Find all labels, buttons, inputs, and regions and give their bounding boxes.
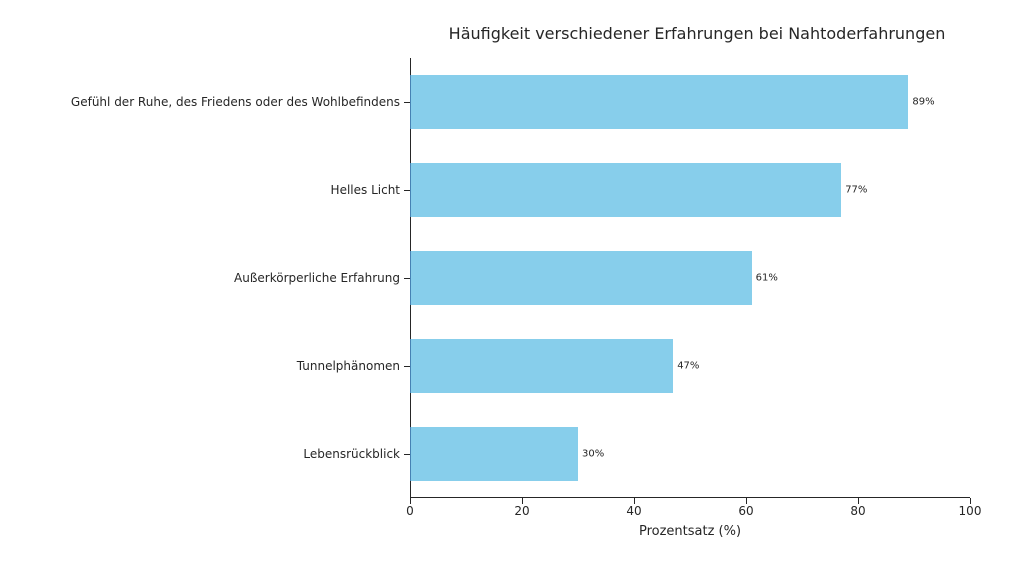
y-tick-label: Helles Licht: [331, 183, 400, 197]
y-tick-label: Gefühl der Ruhe, des Friedens oder des W…: [71, 95, 400, 109]
bar: [410, 339, 673, 394]
bar: [410, 163, 841, 218]
x-axis-spine: [410, 497, 970, 498]
bar: [410, 75, 908, 130]
x-tick-label: 20: [514, 504, 529, 518]
x-tick-label: 40: [626, 504, 641, 518]
bar: [410, 251, 752, 306]
x-tick-label: 60: [738, 504, 753, 518]
y-tick-label: Tunnelphänomen: [297, 359, 400, 373]
x-tick-label: 80: [850, 504, 865, 518]
bar-value-label: 89%: [912, 97, 934, 108]
y-tick-label: Lebensrückblick: [303, 447, 400, 461]
bar-edge: [410, 163, 411, 218]
bar: [410, 427, 578, 482]
bar-edge: [410, 339, 411, 394]
bar-value-label: 77%: [845, 185, 867, 196]
bar-value-label: 30%: [582, 449, 604, 460]
bar-edge: [410, 75, 411, 130]
bar-value-label: 61%: [756, 273, 778, 284]
y-tick-label: Außerkörperliche Erfahrung: [234, 271, 400, 285]
bar-edge: [410, 251, 411, 306]
x-axis-label: Prozentsatz (%): [639, 524, 741, 539]
chart-title: Häufigkeit verschiedener Erfahrungen bei…: [410, 24, 984, 43]
plot-area: Prozentsatz (%) 020406080100Gefühl der R…: [410, 58, 970, 498]
x-tick-label: 0: [406, 504, 414, 518]
bar-edge: [410, 427, 411, 482]
chart-container: Häufigkeit verschiedener Erfahrungen bei…: [0, 0, 1024, 573]
bar-value-label: 47%: [677, 361, 699, 372]
x-tick-label: 100: [959, 504, 982, 518]
